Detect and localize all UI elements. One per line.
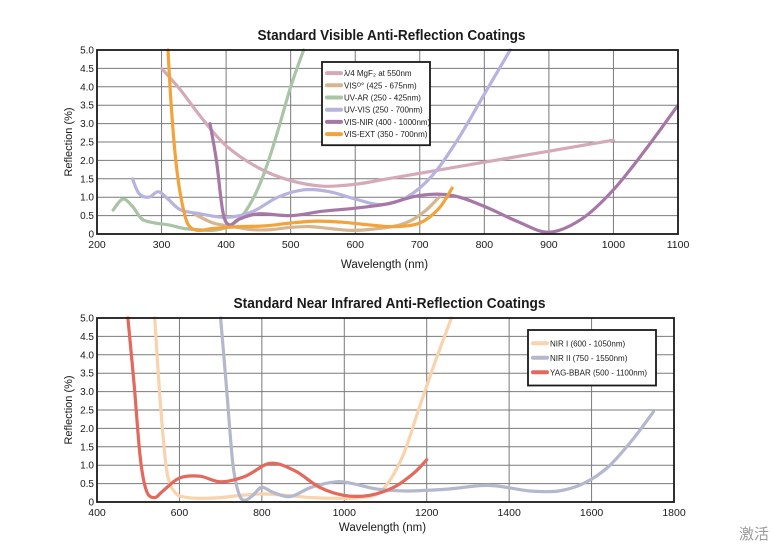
x-tick-label: 1200 — [415, 507, 439, 519]
y-axis-label: Reflection (%) — [63, 375, 75, 444]
y-tick-label: 3.5 — [80, 369, 94, 380]
x-tick-label: 900 — [540, 239, 558, 251]
y-tick-label: 2.0 — [80, 156, 94, 167]
y-tick-label: 1.0 — [80, 461, 94, 472]
y-tick-label: 4.5 — [80, 332, 94, 343]
nir-ar-coatings-chart: 400 600 800 1000 1200 1400 1600 1800 0 0.5 1.0 1.5 2… — [63, 296, 686, 534]
plot-frame — [96, 317, 675, 503]
y-tick-label: 0.5 — [80, 211, 94, 222]
x-tick-label: 600 — [171, 507, 189, 519]
y-tick-label: 3.0 — [80, 119, 94, 130]
legend: λ/4 MgF₂ at 550nm VISᴼ° (425 - 675nm) UV-A… — [321, 61, 431, 147]
y-tick-label: 4.5 — [80, 64, 94, 75]
x-axis-label: Wavelength (nm) — [339, 522, 426, 534]
series-line-4-mgf-at-550nm — [160, 66, 615, 188]
x-tick-label: 1600 — [580, 507, 604, 519]
series-line-vis-ext-350-700nm — [166, 48, 454, 233]
watermark-text: 激活 — [738, 525, 769, 543]
y-tick-label: 1.0 — [80, 193, 94, 204]
chart-title: Standard Near Infrared Anti-Reflection C… — [234, 296, 546, 312]
legend-label: UV-AR (250 - 425nm) — [344, 94, 421, 103]
y-tick-label: 0.5 — [80, 479, 94, 490]
legend-label: λ/4 MgF₂ at 550nm — [344, 69, 412, 78]
x-tick-label: 500 — [282, 239, 300, 251]
series-line-nir-i-600-1050nm — [153, 316, 453, 500]
x-tick-label: 800 — [253, 507, 271, 519]
y-tick-label: 1.5 — [80, 442, 94, 453]
legend-box — [321, 61, 431, 147]
legend: NIR I (600 - 1050nm) NIR II (750 - 1550nm… — [527, 329, 657, 387]
x-tick-label: 600 — [346, 239, 364, 251]
x-tick-label: 1100 — [667, 239, 690, 251]
series-line-yag-bbar-500-1100nm — [126, 316, 429, 500]
x-tick-label: 400 — [88, 507, 106, 519]
series-line-vis-nir-400-1000nm — [208, 103, 678, 234]
y-tick-label: 4.0 — [80, 350, 94, 361]
y-tick-label: 3.5 — [80, 101, 94, 112]
x-tick-label: 200 — [88, 239, 106, 251]
x-tick-label: 300 — [153, 239, 171, 251]
x-tick-label: 800 — [476, 239, 494, 251]
y-tick-label: 5.0 — [80, 314, 94, 325]
plot-frame — [96, 49, 679, 235]
x-axis-label: Wavelength (nm) — [341, 259, 428, 271]
series-group — [111, 48, 678, 234]
x-tick-label: 400 — [217, 239, 235, 251]
y-tick-label: 1.5 — [80, 174, 94, 185]
chart-title: Standard Visible Anti-Reflection Coating… — [258, 28, 526, 44]
y-tick-label: 0 — [88, 498, 94, 509]
legend-label: VIS-NIR (400 - 1000nm) — [344, 118, 431, 127]
legend-label: VIS-EXT (350 - 700nm) — [344, 130, 428, 139]
y-tick-label: 3.0 — [80, 387, 94, 398]
x-tick-label: 1800 — [662, 507, 686, 519]
series-group — [126, 316, 655, 502]
visible-ar-coatings-chart: 200 300 400 500 600 700 800 900 1000 1100 0 0.5 1.0 1… — [63, 28, 689, 271]
y-tick-label: 0 — [88, 230, 94, 241]
legend-label: YAG-BBAR (500 - 1100nm) — [550, 368, 647, 377]
x-tick-label: 1400 — [497, 507, 521, 519]
legend-label: VISᴼ° (425 - 675nm) — [344, 81, 417, 90]
legend-label: NIR II (750 - 1550nm) — [550, 354, 628, 363]
series-line-uv-vis-250-700nm — [130, 48, 512, 220]
y-tick-label: 2.5 — [80, 138, 94, 149]
y-tick-label: 2.5 — [80, 406, 94, 417]
x-tick-label: 1000 — [602, 239, 626, 251]
x-tick-label: 1000 — [333, 507, 357, 519]
y-tick-label: 5.0 — [80, 46, 94, 57]
y-tick-label: 2.0 — [80, 424, 94, 435]
legend-label: UV-VIS (250 - 700nm) — [344, 106, 423, 115]
y-tick-label: 4.0 — [80, 82, 94, 93]
legend-box — [527, 329, 657, 387]
x-tick-label: 700 — [411, 239, 429, 251]
y-axis-label: Reflection (%) — [63, 107, 75, 176]
series-line-nir-ii-750-1550nm — [219, 316, 655, 502]
legend-label: NIR I (600 - 1050nm) — [550, 339, 625, 348]
